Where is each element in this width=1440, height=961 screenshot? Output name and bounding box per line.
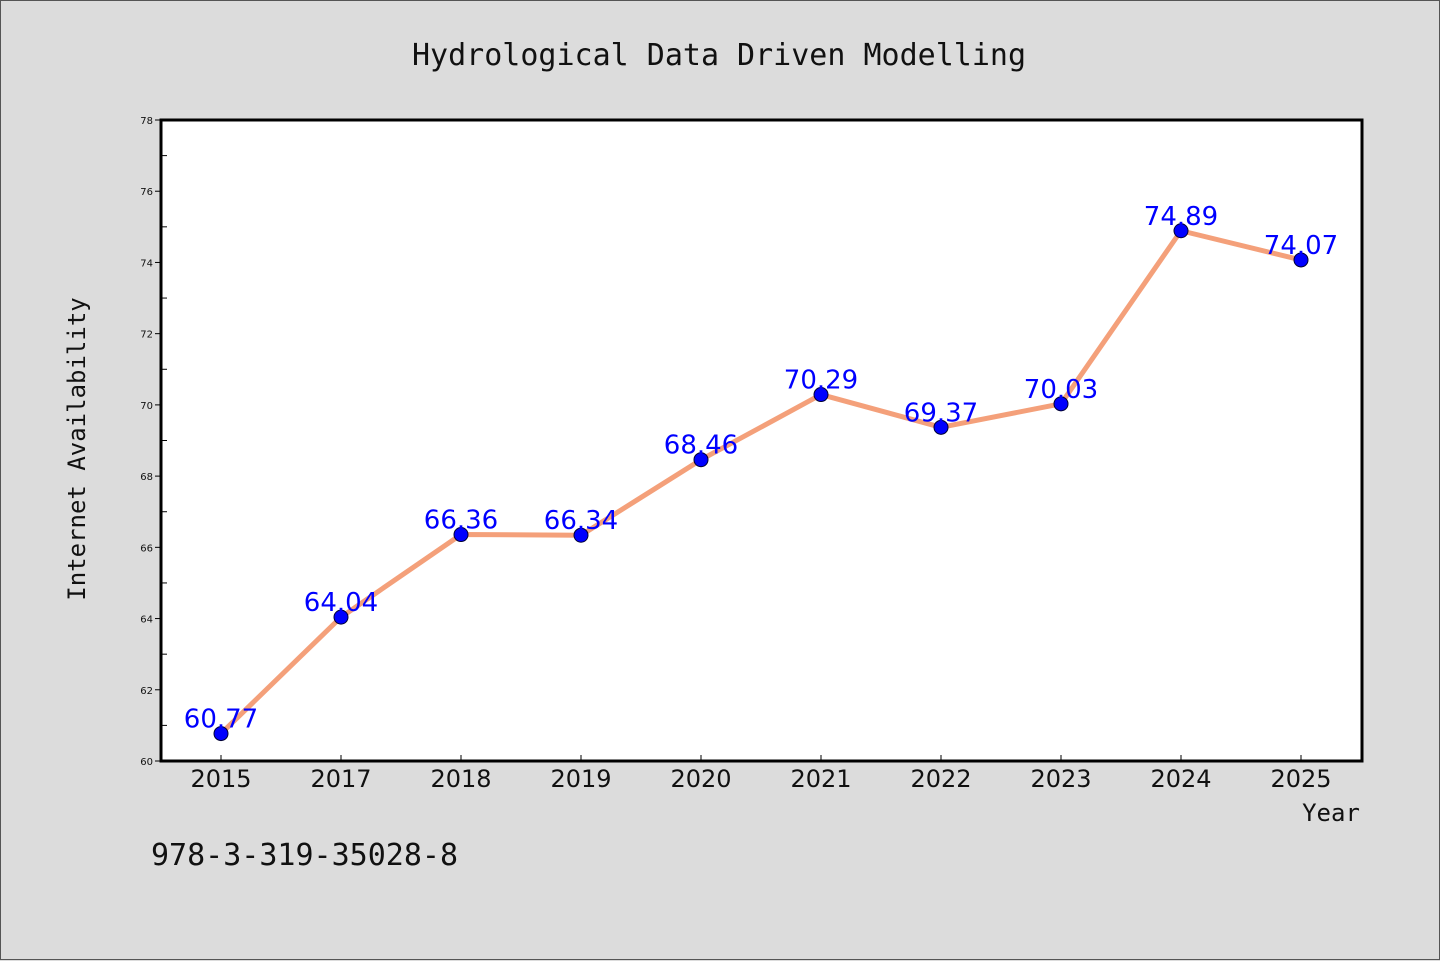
data-point-marker xyxy=(693,452,709,468)
y-tick-label: 76 xyxy=(140,187,153,198)
y-tick-label: 74 xyxy=(140,258,153,269)
data-point-marker xyxy=(573,527,589,543)
data-point-marker xyxy=(1173,223,1189,239)
x-axis-label: Year xyxy=(1302,799,1360,827)
data-point-marker xyxy=(453,527,469,543)
y-axis-label: Internet Availability xyxy=(63,297,91,600)
data-label: 66.36 xyxy=(424,506,498,536)
chart-title: Hydrological Data Driven Modelling xyxy=(412,38,1026,73)
data-label: 66.34 xyxy=(544,506,618,536)
x-tick-label: 2022 xyxy=(910,765,971,793)
y-axis: 60 62 64 66 68 70 72 74 76 78 xyxy=(140,116,167,768)
data-point-marker xyxy=(1053,396,1069,412)
y-tick-label: 70 xyxy=(140,401,153,412)
data-label: 70.03 xyxy=(1024,375,1098,405)
data-label: 64.04 xyxy=(304,588,378,618)
series-line-group xyxy=(213,223,1309,742)
data-label: 70.29 xyxy=(784,366,858,396)
plot-area xyxy=(159,118,1364,763)
x-tick-label: 2023 xyxy=(1030,765,1091,793)
data-point-marker xyxy=(1293,252,1309,268)
data-label: 60.77 xyxy=(184,705,258,735)
y-tick-label: 78 xyxy=(140,116,153,127)
x-tick-label: 2021 xyxy=(790,765,851,793)
y-tick-label: 68 xyxy=(140,472,153,483)
data-labels: 60.77 64.04 66.36 66.34 68.46 70.29 69.37 70.03… xyxy=(184,202,1338,735)
data-label: 74.07 xyxy=(1264,231,1338,261)
data-label: 68.46 xyxy=(664,431,738,461)
x-tick-label: 2017 xyxy=(310,765,371,793)
x-tick-label: 2015 xyxy=(190,765,251,793)
data-label: 69.37 xyxy=(904,398,978,428)
x-tick-label: 2025 xyxy=(1270,765,1331,793)
y-tick-label: 64 xyxy=(140,615,153,626)
x-tick-label: 2018 xyxy=(430,765,491,793)
data-label: 74.89 xyxy=(1144,202,1218,232)
footer-isbn: 978-3-319-35028-8 xyxy=(151,838,458,873)
data-point-marker xyxy=(333,609,349,625)
series-line xyxy=(219,228,1302,736)
y-tick-label: 66 xyxy=(140,543,153,554)
x-tick-label: 2020 xyxy=(670,765,731,793)
y-tick-label: 62 xyxy=(140,686,153,697)
data-point-marker xyxy=(213,726,229,742)
data-point-marker xyxy=(813,387,829,403)
data-point-marker xyxy=(933,419,949,435)
y-tick-label: 60 xyxy=(140,757,153,768)
y-tick-label: 72 xyxy=(140,330,153,341)
x-tick-label: 2019 xyxy=(550,765,611,793)
x-axis: 2015 2017 2018 2019 2020 2021 2022 2023 2024 2025 xyxy=(190,755,1332,793)
x-tick-label: 2024 xyxy=(1150,765,1211,793)
